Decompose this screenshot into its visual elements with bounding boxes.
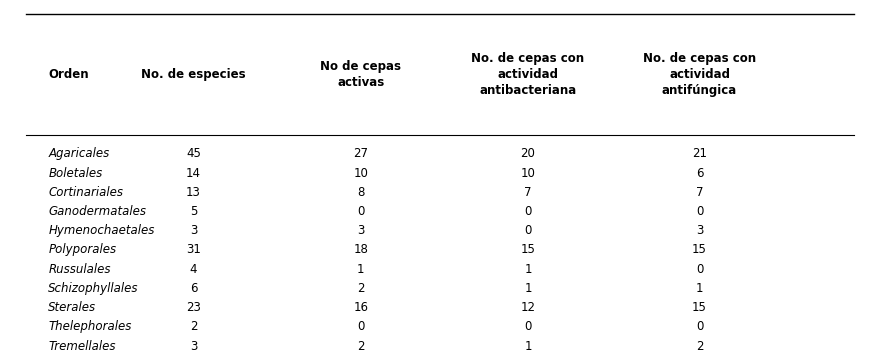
Text: 8: 8 (357, 186, 364, 199)
Text: 2: 2 (190, 320, 197, 333)
Text: 12: 12 (520, 301, 536, 314)
Text: 20: 20 (521, 147, 535, 160)
Text: No de cepas
activas: No de cepas activas (320, 60, 401, 89)
Text: Russulales: Russulales (48, 263, 111, 276)
Text: 7: 7 (524, 186, 532, 199)
Text: 1: 1 (524, 340, 532, 352)
Text: 0: 0 (696, 263, 703, 276)
Text: Hymenochaetales: Hymenochaetales (48, 224, 155, 237)
Text: 21: 21 (692, 147, 708, 160)
Text: 1: 1 (357, 263, 364, 276)
Text: 0: 0 (524, 224, 532, 237)
Text: 1: 1 (524, 282, 532, 295)
Text: 0: 0 (357, 205, 364, 218)
Text: 0: 0 (524, 320, 532, 333)
Text: 2: 2 (357, 340, 364, 352)
Text: Agaricales: Agaricales (48, 147, 110, 160)
Text: 7: 7 (696, 186, 703, 199)
Text: 6: 6 (696, 167, 703, 179)
Text: 6: 6 (190, 282, 197, 295)
Text: 23: 23 (187, 301, 201, 314)
Text: Sterales: Sterales (48, 301, 97, 314)
Text: Thelephorales: Thelephorales (48, 320, 132, 333)
Text: Schizophyllales: Schizophyllales (48, 282, 139, 295)
Text: 15: 15 (693, 244, 707, 256)
Text: 27: 27 (353, 147, 369, 160)
Text: Ganodermatales: Ganodermatales (48, 205, 146, 218)
Text: 4: 4 (190, 263, 197, 276)
Text: 0: 0 (524, 205, 532, 218)
Text: 16: 16 (353, 301, 369, 314)
Text: 10: 10 (521, 167, 535, 179)
Text: 3: 3 (696, 224, 703, 237)
Text: 31: 31 (187, 244, 201, 256)
Text: 1: 1 (524, 263, 532, 276)
Text: 3: 3 (357, 224, 364, 237)
Text: 13: 13 (187, 186, 201, 199)
Text: 2: 2 (357, 282, 364, 295)
Text: 45: 45 (187, 147, 201, 160)
Text: 0: 0 (357, 320, 364, 333)
Text: 1: 1 (696, 282, 703, 295)
Text: Cortinariales: Cortinariales (48, 186, 123, 199)
Text: 15: 15 (693, 301, 707, 314)
Text: Polyporales: Polyporales (48, 244, 116, 256)
Text: 0: 0 (696, 205, 703, 218)
Text: 3: 3 (190, 340, 197, 352)
Text: 2: 2 (696, 340, 703, 352)
Text: Tremellales: Tremellales (48, 340, 116, 352)
Text: No. de especies: No. de especies (142, 68, 246, 81)
Text: 18: 18 (354, 244, 368, 256)
Text: 10: 10 (354, 167, 368, 179)
Text: Orden: Orden (48, 68, 89, 81)
Text: 5: 5 (190, 205, 197, 218)
Text: 0: 0 (696, 320, 703, 333)
Text: 15: 15 (521, 244, 535, 256)
Text: Boletales: Boletales (48, 167, 103, 179)
Text: 14: 14 (186, 167, 202, 179)
Text: 3: 3 (190, 224, 197, 237)
Text: No. de cepas con
actividad
antibacteriana: No. de cepas con actividad antibacterian… (472, 52, 584, 97)
Text: No. de cepas con
actividad
antifúngica: No. de cepas con actividad antifúngica (643, 52, 756, 97)
